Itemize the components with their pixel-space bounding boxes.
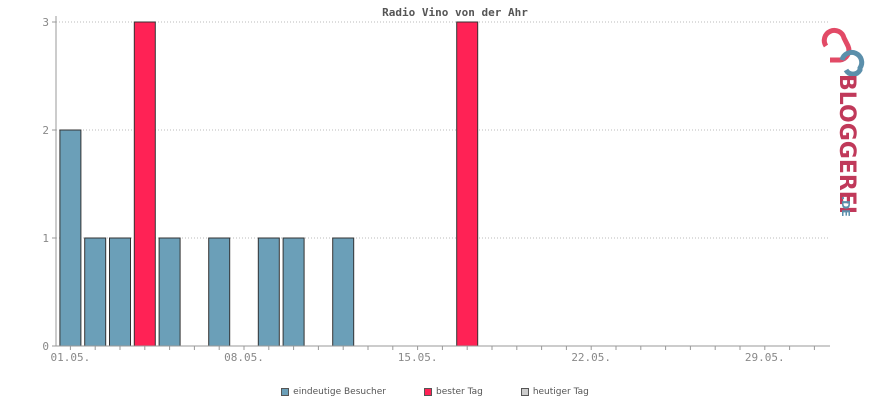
x-tick-label: 01.05.	[51, 351, 91, 364]
legend-label-today: heutiger Tag	[532, 387, 589, 397]
logo-text-main: BLOGGEREI	[834, 74, 859, 214]
x-tick-label: 29.05.	[745, 351, 785, 364]
chart-title: Radio Vino von der Ahr	[382, 6, 528, 19]
bars	[59, 21, 479, 347]
y-tick-label: 2	[42, 124, 49, 137]
bar-best-day	[133, 21, 156, 347]
bar-visitors	[59, 129, 82, 347]
bar-visitors	[158, 237, 181, 347]
legend-label-visitors: eindeutige Besucher	[293, 387, 386, 397]
y-tick-label: 0	[42, 340, 49, 353]
bar-visitors	[332, 237, 355, 347]
y-tick-label: 3	[42, 16, 49, 29]
legend: eindeutige Besucher bester Tag heutiger …	[0, 384, 870, 400]
tick-labels: 0 1 2 3 01.05. 08.05. 15.05. 22.05. 29.05.	[42, 16, 784, 364]
grid-lines	[56, 21, 830, 239]
y-tick-label: 1	[42, 232, 49, 245]
logo-bubble-blue	[839, 49, 865, 77]
legend-swatch-best-day	[424, 388, 432, 396]
legend-item-today: heutiger Tag	[520, 384, 589, 400]
bar-visitors	[282, 237, 305, 347]
legend-swatch-today	[520, 388, 529, 396]
bar-visitors	[84, 237, 107, 347]
bar-visitors	[109, 237, 131, 347]
logo-text-suffix: .DE	[839, 196, 852, 216]
x-tick-label: 15.05.	[398, 351, 438, 364]
visitor-chart: Radio Vino von der Ahr 0 1 2 3 01.05. 08.05. 1…	[42, 6, 830, 364]
legend-label-best-day: bester Tag	[436, 387, 483, 397]
x-tick-label: 22.05.	[571, 351, 611, 364]
bloggerei-logo: BLOGGEREI .DE	[812, 16, 868, 217]
axes	[52, 16, 830, 350]
logo-icon: BLOGGEREI .DE	[821, 27, 865, 217]
bar-best-day	[456, 21, 479, 347]
x-tick-label: 08.05.	[224, 351, 264, 364]
bar-visitors	[208, 237, 231, 347]
bar-visitors	[257, 237, 280, 347]
legend-item-visitors: eindeutige Besucher	[281, 384, 386, 400]
legend-swatch-visitors	[281, 388, 290, 396]
legend-item-best-day: bester Tag	[424, 384, 483, 400]
